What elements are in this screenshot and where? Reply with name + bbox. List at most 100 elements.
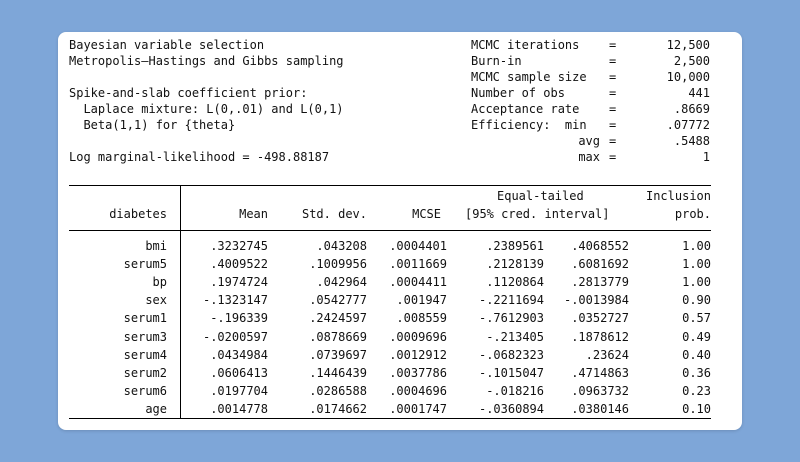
cell-sd: .0286588 — [309, 384, 367, 398]
cell-interval-high: .0380146 — [571, 402, 629, 416]
cell-inclusion-prob: 0.10 — [682, 402, 711, 416]
cell-inclusion-prob: 1.00 — [682, 257, 711, 271]
cell-mcse: .0037786 — [389, 366, 447, 380]
stat-equals: = — [609, 150, 617, 164]
cell-inclusion-prob: 1.00 — [682, 239, 711, 253]
row-variable: serum2 — [123, 366, 167, 380]
cell-interval-low: -.7612903 — [478, 311, 544, 325]
prior-heading: Spike-and-slab coefficient prior: — [69, 86, 308, 100]
stat-label: MCMC sample size — [471, 70, 587, 84]
cell-interval-low: .2389561 — [486, 239, 544, 253]
stat-value: 12,500 — [666, 38, 710, 52]
cell-mean: .0014778 — [210, 402, 268, 416]
cell-interval-high: .6081692 — [571, 257, 629, 271]
col-header-sd: Std. dev. — [301, 207, 367, 221]
cell-inclusion-prob: 0.90 — [682, 293, 711, 307]
stat-label: max — [578, 150, 600, 164]
log-marginal-likelihood: Log marginal-likelihood = -498.88187 — [69, 150, 330, 164]
row-variable: serum3 — [123, 330, 167, 344]
cell-interval-low: -.018216 — [486, 384, 544, 398]
prior-laplace: Laplace mixture: L(0,.01) and L(0,1) — [69, 102, 344, 116]
row-variable: serum6 — [123, 384, 167, 398]
table-header-rule — [69, 230, 711, 231]
row-variable: sex — [145, 293, 167, 307]
col-header-interval: [95% cred. interval] — [465, 207, 610, 221]
stat-equals: = — [609, 70, 617, 84]
stat-value: 2,500 — [673, 54, 710, 68]
stat-equals: = — [609, 118, 617, 132]
stata-output-panel: Bayesian variable selection Metropolis–H… — [58, 32, 742, 430]
cell-mcse: .0011669 — [389, 257, 447, 271]
cell-sd: .1446439 — [309, 366, 367, 380]
cell-mean: -.196339 — [210, 311, 268, 325]
cell-interval-high: .4068552 — [571, 239, 629, 253]
cell-interval-high: .2813779 — [571, 275, 629, 289]
interval-group-header: Equal-tailed — [497, 189, 584, 203]
cell-interval-low: .2128139 — [486, 257, 544, 271]
cell-inclusion-prob: 1.00 — [682, 275, 711, 289]
cell-inclusion-prob: 0.36 — [682, 366, 711, 380]
stat-value: .8669 — [673, 102, 710, 116]
sampling-method: Metropolis–Hastings and Gibbs sampling — [69, 54, 344, 68]
stat-equals: = — [609, 134, 617, 148]
row-variable: bp — [152, 275, 167, 289]
cell-interval-high: -.0013984 — [563, 293, 629, 307]
cell-sd: .0739697 — [309, 348, 367, 362]
cell-inclusion-prob: 0.49 — [682, 330, 711, 344]
cell-sd: .042964 — [316, 275, 367, 289]
cell-mcse: .0004401 — [389, 239, 447, 253]
cell-mcse: .0004411 — [389, 275, 447, 289]
cell-mcse: .0004696 — [389, 384, 447, 398]
cell-mean: .4009522 — [210, 257, 268, 271]
stat-value: 441 — [688, 86, 710, 100]
cell-interval-high: .0963732 — [571, 384, 629, 398]
cell-mean: -.0200597 — [202, 330, 268, 344]
cell-interval-low: -.213405 — [486, 330, 544, 344]
stat-equals: = — [609, 102, 617, 116]
col-header-prob: prob. — [674, 207, 711, 221]
row-variable: serum1 — [123, 311, 167, 325]
stat-equals: = — [609, 54, 617, 68]
depvar-header: diabetes — [109, 207, 167, 221]
cell-interval-low: -.1015047 — [478, 366, 544, 380]
stat-value: .5488 — [673, 134, 710, 148]
row-variable: bmi — [145, 239, 167, 253]
cell-mean: .0434984 — [210, 348, 268, 362]
stat-equals: = — [609, 86, 617, 100]
cell-mean: .0606413 — [210, 366, 268, 380]
row-variable: serum4 — [123, 348, 167, 362]
stat-label: avg — [578, 134, 600, 148]
stat-label: Efficiency: min — [471, 118, 587, 132]
row-variable: serum5 — [123, 257, 167, 271]
cell-mean: .3232745 — [210, 239, 268, 253]
stat-label: Acceptance rate — [471, 102, 580, 116]
cell-interval-low: -.2211694 — [478, 293, 544, 307]
cell-mcse: .0001747 — [389, 402, 447, 416]
cell-interval-high: .23624 — [585, 348, 629, 362]
stat-label: MCMC iterations — [471, 38, 580, 52]
stat-value: .07772 — [666, 118, 710, 132]
cell-interval-low: -.0360894 — [478, 402, 544, 416]
stat-label: Burn-in — [471, 54, 522, 68]
cell-mcse: .001947 — [396, 293, 447, 307]
stat-label: Number of obs — [471, 86, 565, 100]
table-bottom-rule — [69, 418, 711, 419]
row-variable: age — [145, 402, 167, 416]
col-header-mean: Mean — [239, 207, 268, 221]
cell-interval-high: .4714863 — [571, 366, 629, 380]
cell-sd: .2424597 — [309, 311, 367, 325]
cell-inclusion-prob: 0.23 — [682, 384, 711, 398]
cell-sd: .043208 — [316, 239, 367, 253]
stat-equals: = — [609, 38, 617, 52]
inclusion-header: Inclusion — [645, 189, 711, 203]
cell-mean: .1974724 — [210, 275, 268, 289]
cell-mcse: .0012912 — [389, 348, 447, 362]
table-column-divider — [180, 185, 181, 419]
cell-mean: .0197704 — [210, 384, 268, 398]
cell-sd: .0174662 — [309, 402, 367, 416]
cell-sd: .0878669 — [309, 330, 367, 344]
cell-sd: .0542777 — [309, 293, 367, 307]
cell-inclusion-prob: 0.57 — [682, 311, 711, 325]
cell-interval-low: .1120864 — [486, 275, 544, 289]
model-title: Bayesian variable selection — [69, 38, 265, 52]
